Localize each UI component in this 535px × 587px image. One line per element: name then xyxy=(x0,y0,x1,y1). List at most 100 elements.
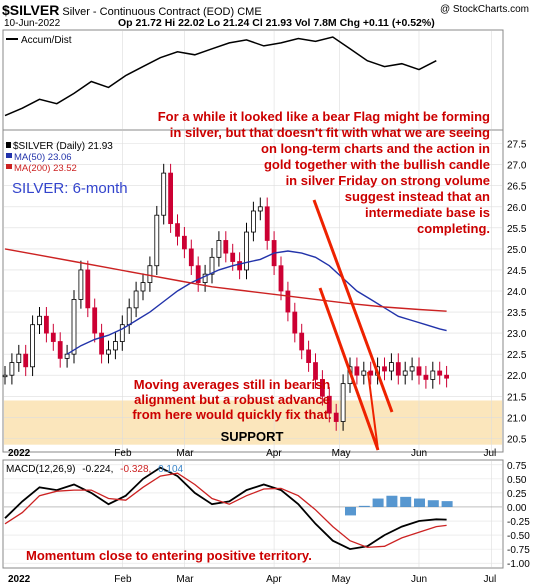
price-bar xyxy=(444,374,450,379)
macd-histogram-bar xyxy=(358,505,370,507)
copyright: @ StockCharts.com xyxy=(439,4,529,15)
macd-tick-label: -0.25 xyxy=(507,517,530,528)
macd-histogram-bar xyxy=(414,498,425,507)
macd-legend: MACD(12,26,9) -0.224, -0.328, 0.104 xyxy=(6,464,184,475)
price-bar xyxy=(161,172,167,216)
annotation-note-line: completing. xyxy=(417,221,490,236)
price-bar xyxy=(92,307,98,334)
price-tick-label: 25.0 xyxy=(507,245,527,256)
price-tick-label: 21.5 xyxy=(507,392,527,403)
price-bar xyxy=(181,235,187,250)
price-tick-label: 26.0 xyxy=(507,203,527,214)
macd-tick-label: -1.00 xyxy=(507,559,530,570)
instrument-name: Silver - Continuous Contract (EOD) xyxy=(62,6,235,18)
price-bar xyxy=(223,240,229,254)
price-bar xyxy=(168,172,174,225)
annotation-note-line: in silver, but that doesn't fit with wha… xyxy=(170,125,490,140)
ma50-legend-swatch xyxy=(6,153,12,158)
price-bar xyxy=(388,362,394,372)
price-x-tick-label: Apr xyxy=(266,448,282,459)
quote-line: Op 21.72 Hi 22.02 Lo 21.24 Cl 21.93 Vol … xyxy=(118,17,435,29)
price-bar xyxy=(44,315,49,334)
macd-panel-frame xyxy=(2,459,504,569)
macd-tick-label: 0.50 xyxy=(507,475,527,486)
date: 10-Jun-2022 xyxy=(4,18,61,29)
macd-line xyxy=(4,466,447,551)
price-legend: $SILVER (Daily) 21.93 xyxy=(13,141,113,152)
price-bar xyxy=(416,366,422,376)
price-x-tick-label: Jun xyxy=(411,448,427,459)
price-bar xyxy=(119,324,125,342)
price-bar xyxy=(85,269,91,309)
price-bar xyxy=(209,256,215,275)
chart-subtitle: SILVER: 6-month xyxy=(12,180,128,197)
price-bar xyxy=(2,374,8,378)
price-bar xyxy=(333,412,339,422)
price-bar xyxy=(402,370,408,376)
price-bar xyxy=(106,349,111,355)
macd-x-tick-label: Mar xyxy=(176,574,194,585)
macd-x-tick-label: 2022 xyxy=(8,574,31,585)
annotation-note-line: intermediate base is xyxy=(365,205,490,220)
annotation-note-line: in silver Friday on strong volume xyxy=(286,173,490,188)
price-bar xyxy=(147,265,153,283)
price-legend-swatch xyxy=(6,142,11,148)
macd-histogram-bar xyxy=(345,506,356,516)
macd-tick-label: 0.00 xyxy=(507,503,527,514)
price-bar xyxy=(99,332,104,355)
price-bar xyxy=(195,265,201,283)
macd-histogram-bar xyxy=(441,501,453,507)
price-bar xyxy=(264,206,270,241)
macd-x-tick-label: Apr xyxy=(266,574,282,585)
moving-average-note-line: alignment but a robust advance xyxy=(134,392,330,407)
ma200-line xyxy=(4,248,447,312)
price-bar xyxy=(430,370,436,380)
macd-histogram-bar xyxy=(386,495,398,507)
price-bar xyxy=(409,366,415,372)
price-bar xyxy=(154,214,160,267)
price-bar xyxy=(313,362,318,380)
price-tick-label: 27.0 xyxy=(507,161,527,172)
flag-line-lower xyxy=(318,287,380,451)
price-bar xyxy=(16,353,22,363)
price-bar xyxy=(30,324,36,368)
signal-legend-value: -0.328, xyxy=(120,464,151,475)
macd-tick-label: -0.50 xyxy=(507,531,530,542)
price-bar xyxy=(78,269,84,300)
price-bar xyxy=(216,240,222,258)
price-bar xyxy=(113,341,118,351)
accum-dist-line xyxy=(4,36,437,117)
macd-tick-label: 0.75 xyxy=(507,461,527,472)
ma200-legend-swatch xyxy=(6,164,12,169)
price-bar xyxy=(278,265,284,292)
price-bar xyxy=(57,341,63,359)
price-bar xyxy=(126,307,132,326)
price-bar xyxy=(395,362,401,376)
price-tick-label: 24.0 xyxy=(507,287,527,298)
price-bar xyxy=(23,353,29,368)
price-bar xyxy=(382,366,387,372)
price-bar xyxy=(292,311,298,334)
price-tick-label: 27.5 xyxy=(507,140,527,151)
symbol: $SILVER xyxy=(2,2,60,18)
macd-x-tick-label: Jun xyxy=(411,574,427,585)
price-bar xyxy=(9,362,15,376)
price-x-tick-label: 2022 xyxy=(8,448,31,459)
moving-average-note-line: Moving averages still in bearish xyxy=(134,377,331,392)
price-bar xyxy=(237,261,243,271)
price-tick-label: 23.0 xyxy=(507,329,527,340)
macd-x-tick-label: Feb xyxy=(114,574,132,585)
price-x-tick-label: Mar xyxy=(176,448,194,459)
price-x-tick-label: Feb xyxy=(114,448,132,459)
price-bar xyxy=(50,332,56,342)
macd-tick-label: 0.25 xyxy=(507,489,527,500)
price-bar xyxy=(326,395,332,414)
ma50-line xyxy=(66,250,447,355)
price-bar xyxy=(306,349,312,363)
macd-legend-label: MACD(12,26,9) xyxy=(6,464,75,475)
annotation-note-line: suggest instead that an xyxy=(345,189,490,204)
price-bar xyxy=(64,353,70,359)
price-tick-label: 26.5 xyxy=(507,182,527,193)
macd-x-tick-label: Jul xyxy=(483,574,496,585)
